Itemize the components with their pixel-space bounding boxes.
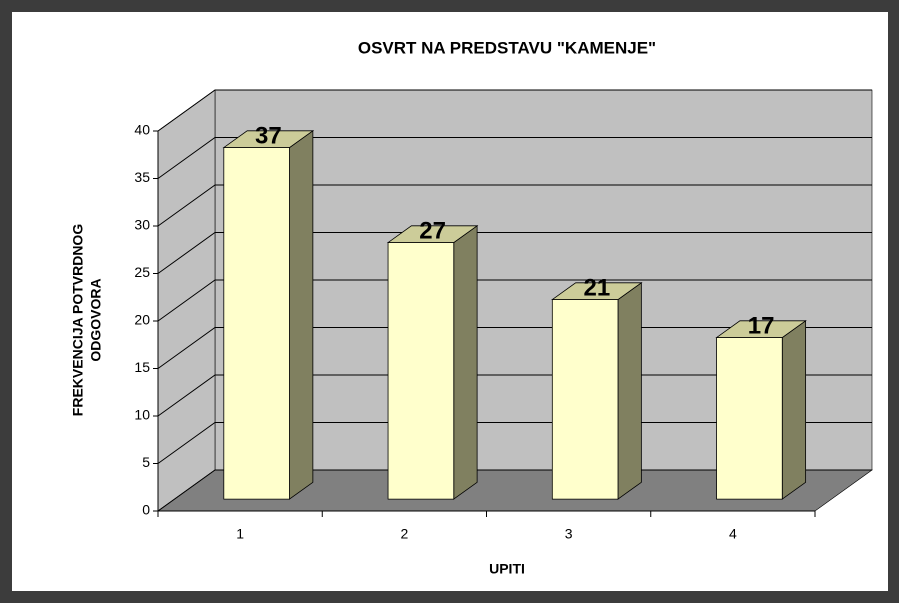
bar-front [551,299,619,500]
value-label: 37 [255,123,282,150]
y-axis-title-line: ODGOVORA [88,278,104,361]
bar-side [617,282,642,500]
chart-title: OSVRT NA PREDSTAVU "KAMENJE" [358,38,656,57]
bar-front [223,147,290,500]
x-axis-title: UPITI [489,561,525,577]
bar-side [781,320,807,500]
bar [551,282,643,500]
bar [715,320,807,500]
y-tick-label: 10 [134,407,150,423]
bar [222,130,315,500]
bar-side [453,225,478,500]
y-tick-label: 40 [134,122,150,138]
value-label: 27 [419,218,446,245]
grid-line [157,469,872,512]
value-label: 17 [748,313,775,340]
y-tick-label: 25 [134,264,150,280]
bar-front [716,337,783,500]
grid-line [157,422,872,464]
grid-line [157,137,872,179]
value-label: 21 [583,275,610,302]
grid-line [157,327,872,369]
y-axis-title-line: FREKVENCIJA POTVRDNOG [70,224,86,417]
y-tick-label: 20 [134,312,150,328]
y-tick-label: 35 [134,169,150,185]
grid-line [157,184,872,227]
y-tick-label: 15 [134,359,150,375]
grid-line [157,232,872,274]
x-tick-label: 1 [236,526,244,542]
x-tick-label: 4 [729,526,737,542]
y-axis-title: FREKVENCIJA POTVRDNOG ODGOVORA [70,224,104,417]
x-tick-label: 3 [565,526,573,542]
bar-side [289,130,314,500]
grid-line [157,374,872,417]
y-tick-label: 5 [142,454,150,470]
grid-line [157,89,872,132]
bar-front [387,242,455,500]
y-tick-label: 0 [142,502,150,518]
grid-line [157,279,872,322]
x-tick-label: 2 [400,526,408,542]
bar [386,225,479,500]
y-tick-label: 30 [134,217,150,233]
